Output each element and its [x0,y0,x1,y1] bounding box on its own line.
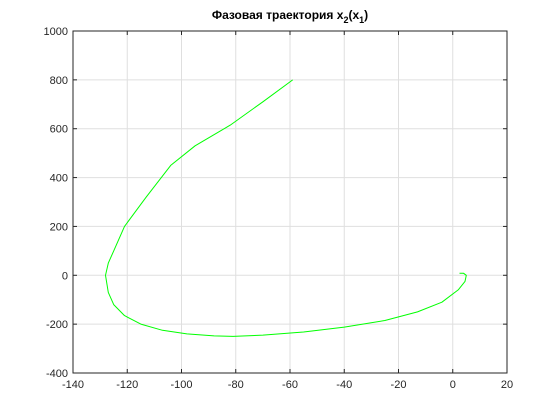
x-tick-label: -40 [336,379,352,391]
y-tick-label: 800 [50,75,68,87]
x-tick-label: -140 [62,379,84,391]
y-tick-label: 600 [50,124,68,136]
x-tick-label: -60 [282,379,298,391]
title-subscript-outer: 2 [343,15,348,25]
trajectory-line [105,79,467,337]
x-tick-label: -100 [170,379,192,391]
x-tick-label: 0 [450,379,456,391]
y-tick-labels: -400 -200 0 200 400 600 800 1000 [44,26,68,380]
x-tick-label: -20 [391,379,407,391]
y-tick-label: 1000 [44,26,68,38]
y-tick-label: 200 [50,221,68,233]
x-tick-label: 20 [501,379,513,391]
x-tick-label: -120 [116,379,138,391]
y-tick-label: -400 [46,368,68,380]
title-main: Фазовая траектория x [212,8,344,22]
chart-title: Фазовая траектория x2(x1) [212,8,368,25]
trajectory-series [105,79,467,337]
title-paren-open: (x [348,8,359,22]
y-tick-label: 400 [50,173,68,185]
axis-ticks [72,30,508,374]
x-tick-labels: -140 -120 -100 -80 -60 -40 -20 0 20 [62,379,513,391]
y-tick-label: 0 [62,270,68,282]
y-tick-label: -200 [46,319,68,331]
x-tick-label: -80 [228,379,244,391]
title-subscript-inner: 1 [359,15,364,25]
title-paren-close: ) [364,8,368,22]
